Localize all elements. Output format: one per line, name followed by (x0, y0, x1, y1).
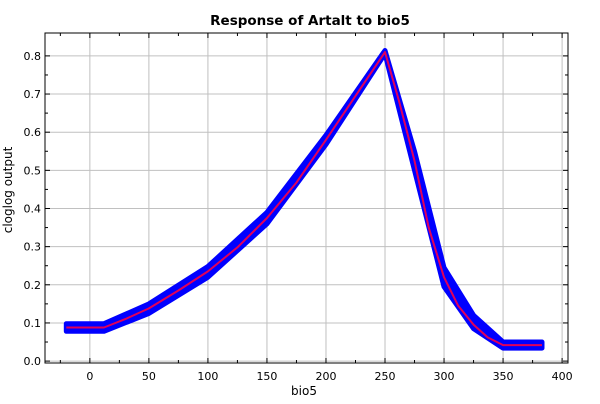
x-tick-label: 100 (197, 370, 218, 383)
y-tick-label: 0.7 (24, 88, 42, 101)
x-tick-label: 400 (552, 370, 573, 383)
y-tick-label: 0.2 (24, 279, 42, 292)
y-axis-label: cloglog output (1, 146, 15, 233)
x-tick-label: 50 (142, 370, 156, 383)
y-tick-label: 0.0 (24, 355, 42, 368)
x-axis-label: bio5 (291, 384, 317, 398)
y-tick-label: 0.4 (24, 202, 42, 215)
x-tick-label: 0 (86, 370, 93, 383)
variability-band (63, 48, 545, 351)
chart-title: Response of Artalt to bio5 (210, 13, 410, 29)
plot-frame (44, 32, 569, 364)
x-tick-label: 250 (375, 370, 396, 383)
x-tick-label: 300 (434, 370, 455, 383)
y-tick-label: 0.1 (24, 317, 42, 330)
y-tick-label: 0.8 (24, 50, 42, 63)
mean-response-line (66, 51, 542, 347)
y-tick-label: 0.6 (24, 126, 42, 139)
x-tick-label: 150 (256, 370, 277, 383)
x-tick-label: 200 (315, 370, 336, 383)
plot-area: 0 50 100 150 200 250 300 350 400 0.0 0.1 0.2 0.3 0.4 0… (24, 32, 573, 383)
x-tick-label: 350 (493, 370, 514, 383)
y-tick-label: 0.3 (24, 241, 42, 254)
y-tick-label: 0.5 (24, 164, 42, 177)
